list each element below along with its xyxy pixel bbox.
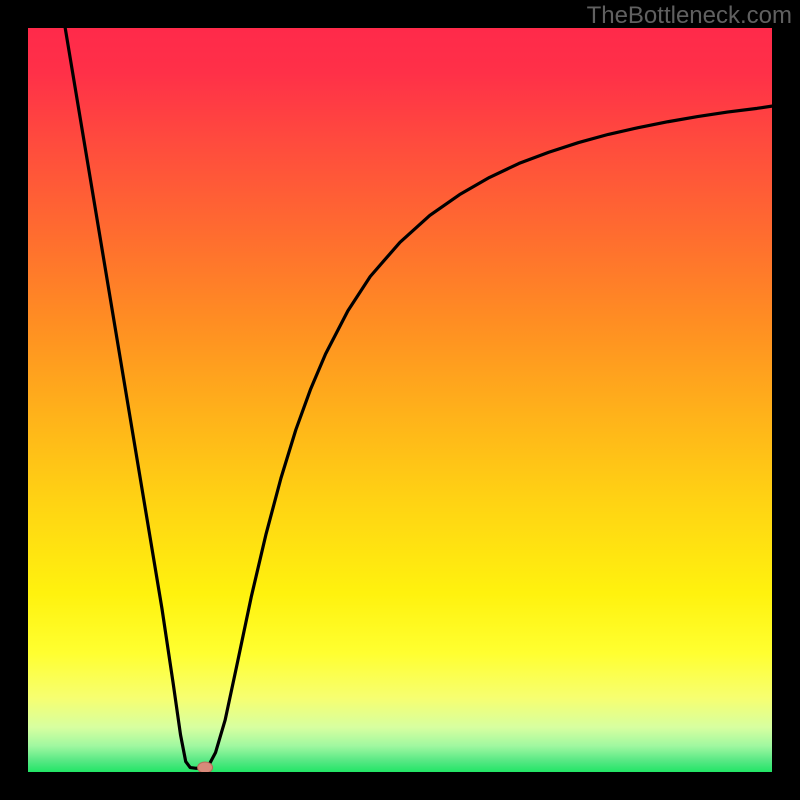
bottleneck-chart: [28, 28, 772, 772]
minimum-marker: [198, 762, 213, 772]
watermark-text: TheBottleneck.com: [587, 2, 792, 30]
plot-area: [28, 28, 772, 772]
chart-frame: TheBottleneck.com: [0, 0, 800, 800]
gradient-background: [28, 28, 772, 772]
